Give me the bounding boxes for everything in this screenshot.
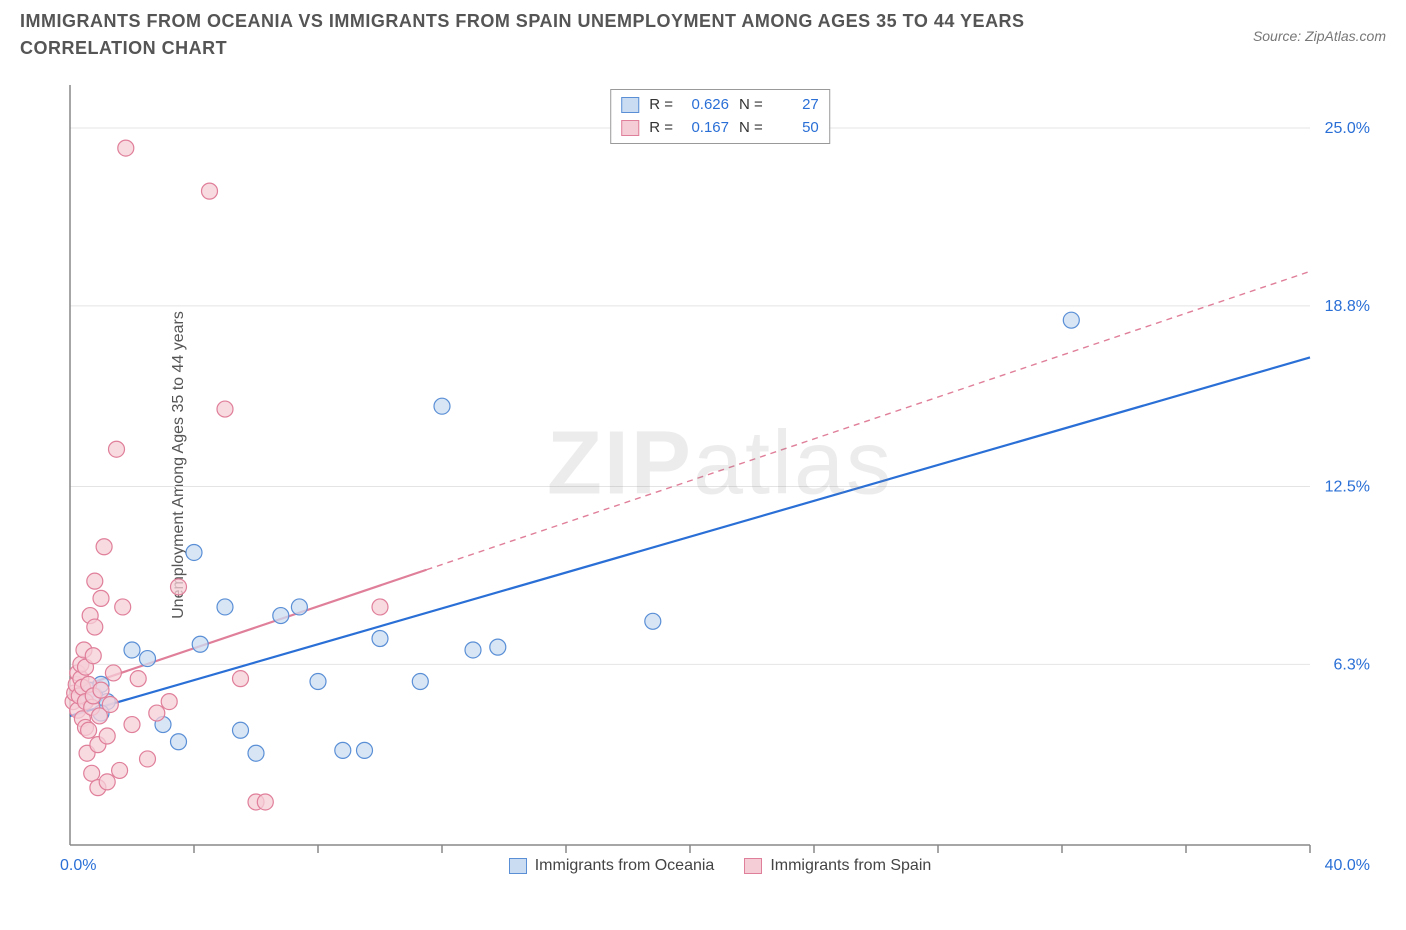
n-label: N = — [739, 117, 763, 140]
n-value-spain: 50 — [769, 117, 819, 140]
chart-title: IMMIGRANTS FROM OCEANIA VS IMMIGRANTS FR… — [20, 8, 1120, 62]
swatch-oceania — [621, 97, 639, 113]
r-value-oceania: 0.626 — [679, 94, 729, 117]
n-value-oceania: 27 — [769, 94, 819, 117]
legend-label-oceania: Immigrants from Oceania — [535, 857, 715, 875]
legend-item-spain: Immigrants from Spain — [744, 857, 931, 875]
x-axis-max: 40.0% — [1325, 857, 1370, 875]
source-attribution: Source: ZipAtlas.com — [1253, 28, 1386, 44]
r-value-spain: 0.167 — [679, 117, 729, 140]
svg-text:12.5%: 12.5% — [1325, 479, 1370, 496]
legend-label-spain: Immigrants from Spain — [770, 857, 931, 875]
chart-area: 6.3%12.5%18.8%25.0% ZIPatlas R = 0.626 N… — [60, 85, 1380, 875]
swatch-oceania — [509, 858, 527, 874]
r-label: R = — [649, 117, 673, 140]
svg-text:6.3%: 6.3% — [1334, 656, 1370, 673]
svg-text:18.8%: 18.8% — [1325, 298, 1370, 315]
scatter-plot-svg: 6.3% 12.5% 18.8% 25.0% — [60, 85, 1380, 875]
swatch-spain — [744, 858, 762, 874]
stats-legend: R = 0.626 N = 27 R = 0.167 N = 50 — [610, 89, 830, 144]
stats-row-spain: R = 0.167 N = 50 — [621, 117, 819, 140]
stats-row-oceania: R = 0.626 N = 27 — [621, 94, 819, 117]
legend-item-oceania: Immigrants from Oceania — [509, 857, 715, 875]
bottom-legend: 0.0% Immigrants from Oceania Immigrants … — [60, 857, 1380, 875]
swatch-spain — [621, 120, 639, 136]
n-label: N = — [739, 94, 763, 117]
r-label: R = — [649, 94, 673, 117]
x-axis-min: 0.0% — [60, 857, 96, 875]
svg-text:25.0%: 25.0% — [1325, 120, 1370, 137]
